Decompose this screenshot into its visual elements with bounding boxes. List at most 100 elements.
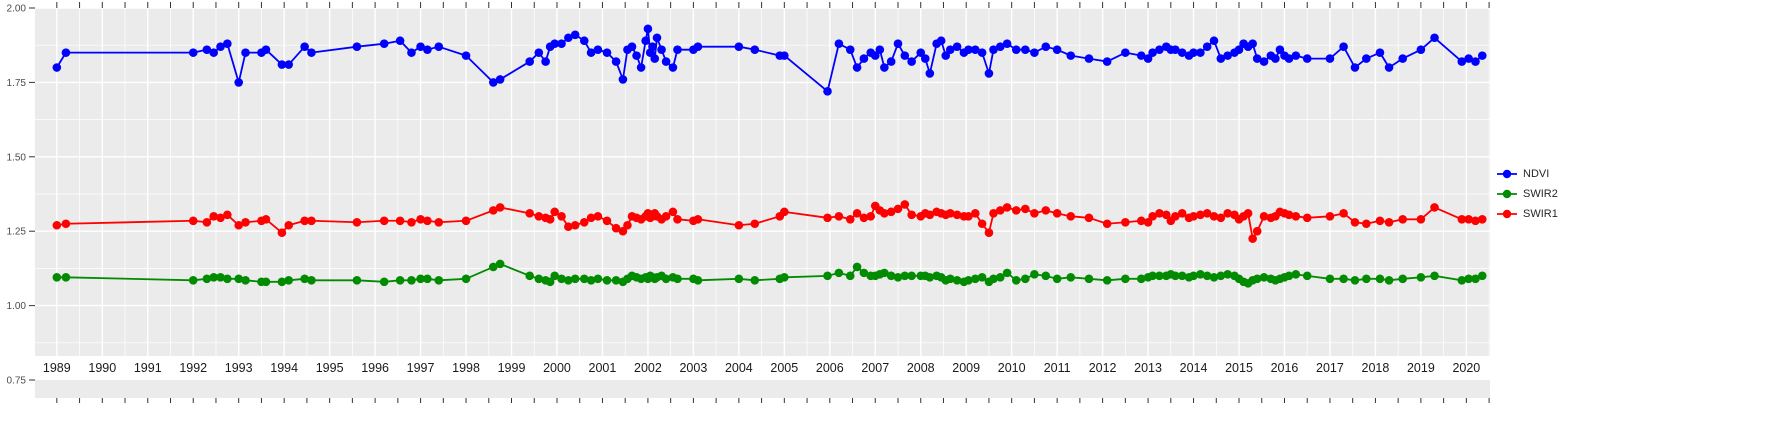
data-point-NDVI bbox=[1464, 54, 1473, 63]
plot-panel bbox=[35, 8, 1490, 356]
data-point-SWIR2 bbox=[1171, 271, 1180, 281]
data-point-NDVI bbox=[307, 48, 316, 57]
data-point-SWIR2 bbox=[434, 276, 444, 285]
data-point-SWIR1 bbox=[234, 220, 243, 230]
data-point-NDVI bbox=[1066, 51, 1076, 60]
x-tick-label: 2004 bbox=[725, 361, 753, 375]
data-point-SWIR1 bbox=[1284, 210, 1294, 220]
data-point-SWIR2 bbox=[407, 276, 416, 285]
data-point-NDVI bbox=[668, 63, 678, 72]
data-point-SWIR1 bbox=[1148, 212, 1157, 221]
data-point-NDVI bbox=[920, 54, 930, 63]
data-point-SWIR1 bbox=[209, 212, 218, 221]
data-point-SWIR2 bbox=[977, 273, 987, 282]
data-point-NDVI bbox=[564, 33, 573, 43]
data-point-NDVI bbox=[1350, 63, 1360, 72]
x-tick-label: 1995 bbox=[316, 361, 344, 375]
data-point-NDVI bbox=[611, 57, 621, 66]
data-point-SWIR2 bbox=[1148, 271, 1157, 281]
data-point-SWIR2 bbox=[1430, 271, 1439, 281]
legend-item-swir1[interactable]: SWIR1 bbox=[1496, 208, 1558, 220]
data-point-SWIR1 bbox=[989, 209, 998, 218]
data-point-SWIR1 bbox=[964, 212, 973, 221]
data-point-NDVI bbox=[618, 75, 628, 84]
data-point-SWIR2 bbox=[1216, 271, 1226, 281]
x-tick-label: 1999 bbox=[498, 361, 526, 375]
data-point-SWIR2 bbox=[1052, 274, 1062, 284]
data-point-NDVI bbox=[188, 48, 198, 57]
data-point-SWIR2 bbox=[1021, 274, 1030, 284]
data-point-SWIR2 bbox=[495, 259, 505, 269]
data-point-NDVI bbox=[1457, 57, 1467, 66]
range-strip[interactable] bbox=[35, 380, 1490, 398]
data-point-SWIR1 bbox=[668, 207, 678, 217]
data-point-SWIR2 bbox=[1325, 274, 1335, 284]
data-point-NDVI bbox=[1398, 54, 1407, 63]
legend-item-ndvi[interactable]: NDVI bbox=[1496, 168, 1558, 180]
x-tick-label: 2010 bbox=[998, 361, 1026, 375]
data-point-SWIR2 bbox=[1041, 271, 1051, 281]
data-point-SWIR2 bbox=[900, 271, 910, 281]
x-tick-label: 2017 bbox=[1316, 361, 1344, 375]
data-point-SWIR1 bbox=[188, 216, 198, 226]
data-point-SWIR1 bbox=[673, 214, 682, 224]
data-point-SWIR1 bbox=[407, 217, 416, 227]
x-tick-label: 2013 bbox=[1134, 361, 1162, 375]
data-point-SWIR1 bbox=[434, 217, 444, 227]
data-point-SWIR1 bbox=[1291, 212, 1301, 221]
data-point-SWIR2 bbox=[1464, 274, 1473, 284]
data-point-SWIR1 bbox=[593, 212, 603, 221]
data-point-SWIR1 bbox=[284, 220, 294, 230]
data-point-NDVI bbox=[984, 69, 994, 78]
data-point-SWIR1 bbox=[866, 212, 876, 221]
data-point-NDVI bbox=[641, 36, 650, 46]
data-point-SWIR2 bbox=[886, 271, 896, 281]
data-point-SWIR1 bbox=[1464, 214, 1473, 224]
legend-label: NDVI bbox=[1523, 168, 1550, 180]
data-point-SWIR1 bbox=[952, 210, 962, 220]
data-point-NDVI bbox=[416, 42, 425, 51]
data-point-SWIR2 bbox=[564, 276, 573, 285]
data-point-SWIR1 bbox=[900, 200, 910, 209]
data-point-SWIR1 bbox=[780, 207, 789, 217]
data-point-NDVI bbox=[845, 45, 855, 54]
data-point-SWIR1 bbox=[379, 216, 389, 226]
data-point-SWIR1 bbox=[945, 209, 955, 218]
data-point-SWIR1 bbox=[1430, 203, 1439, 212]
data-point-NDVI bbox=[434, 42, 444, 51]
data-point-SWIR1 bbox=[352, 217, 362, 227]
data-point-SWIR1 bbox=[834, 212, 844, 221]
data-point-NDVI bbox=[593, 45, 603, 54]
data-point-NDVI bbox=[541, 57, 550, 66]
data-point-SWIR1 bbox=[416, 214, 425, 224]
data-point-SWIR1 bbox=[1216, 213, 1226, 223]
data-point-NDVI bbox=[300, 42, 309, 51]
y-tick-label: 1.75 bbox=[7, 78, 27, 89]
data-point-NDVI bbox=[952, 42, 962, 51]
data-point-SWIR2 bbox=[52, 273, 62, 282]
y-tick-label: 1.25 bbox=[7, 227, 27, 238]
data-point-SWIR1 bbox=[1416, 214, 1426, 224]
data-point-NDVI bbox=[734, 42, 744, 51]
data-point-SWIR1 bbox=[970, 209, 980, 218]
x-tick-label: 2007 bbox=[861, 361, 889, 375]
data-point-SWIR2 bbox=[1066, 273, 1076, 282]
y-tick-label: 1.00 bbox=[7, 301, 27, 312]
data-point-SWIR2 bbox=[579, 274, 589, 284]
data-point-NDVI bbox=[1384, 63, 1394, 72]
data-point-SWIR1 bbox=[880, 209, 889, 218]
data-point-NDVI bbox=[661, 57, 671, 66]
x-tick-label: 2018 bbox=[1362, 361, 1390, 375]
data-point-SWIR1 bbox=[1011, 206, 1021, 215]
data-point-SWIR2 bbox=[416, 274, 425, 284]
data-point-SWIR1 bbox=[984, 228, 994, 237]
data-point-SWIR1 bbox=[925, 210, 935, 220]
data-point-NDVI bbox=[636, 63, 646, 72]
data-point-NDVI bbox=[1223, 51, 1232, 60]
data-point-SWIR2 bbox=[1030, 270, 1039, 279]
data-point-NDVI bbox=[693, 42, 703, 51]
data-point-SWIR1 bbox=[1252, 226, 1262, 236]
legend-item-swir2[interactable]: SWIR2 bbox=[1496, 188, 1558, 200]
y-tick-label: 1.50 bbox=[7, 152, 27, 163]
data-point-SWIR1 bbox=[1209, 212, 1219, 221]
